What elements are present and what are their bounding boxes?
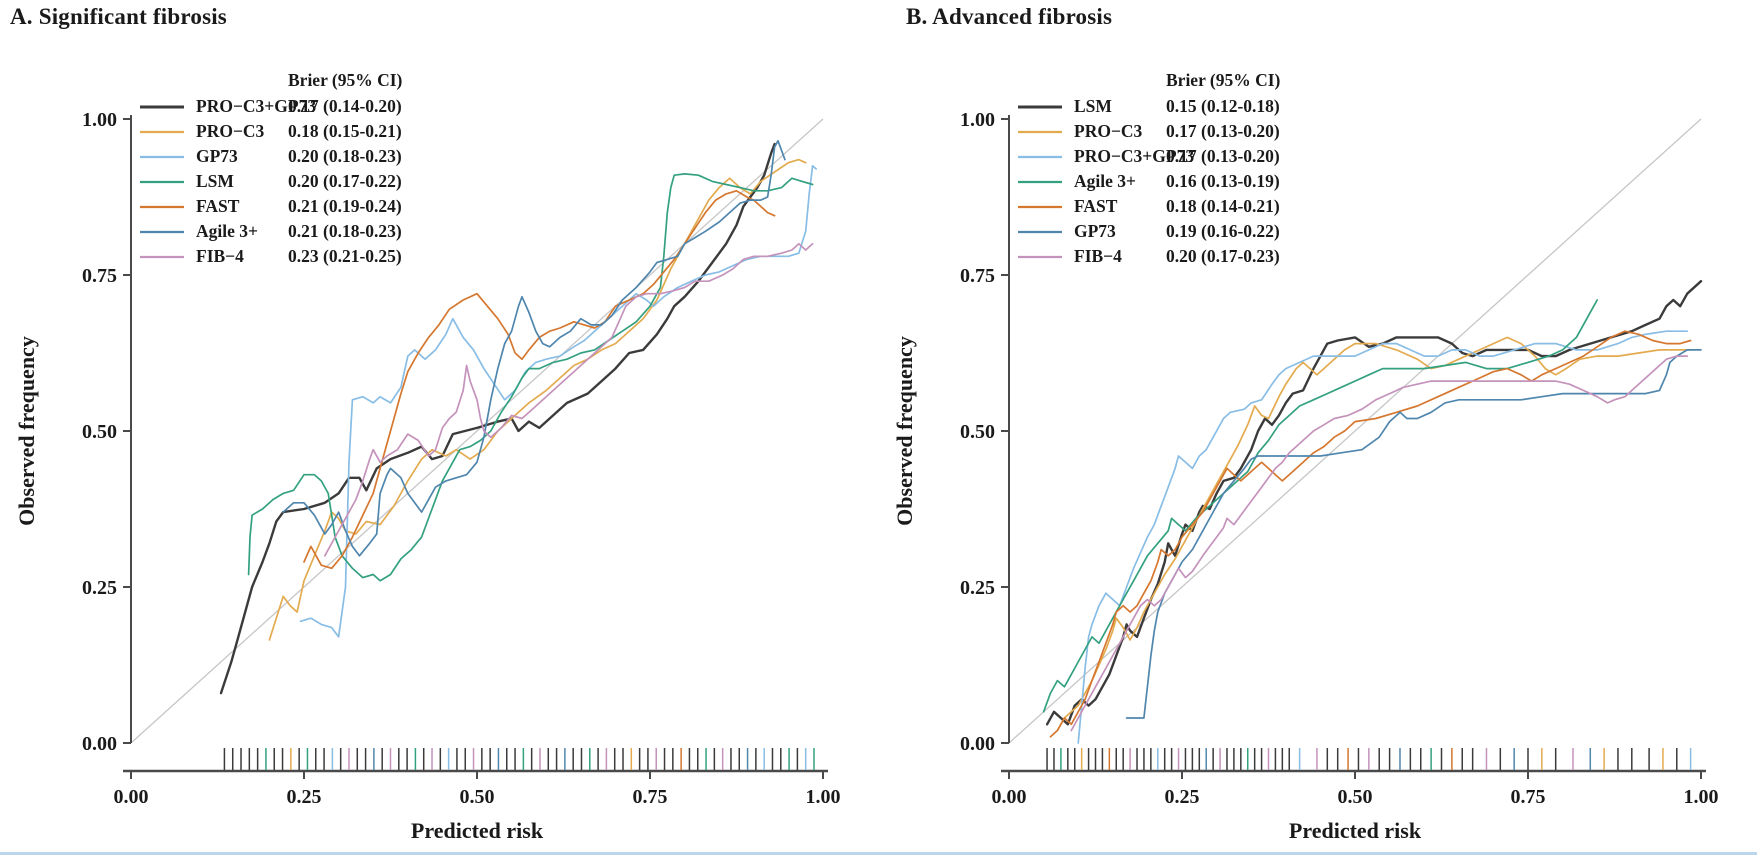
- y-axis-title: Observed frequency: [14, 336, 39, 526]
- legend-series-label: FAST: [196, 196, 240, 216]
- legend-brier-header: Brier (95% CI): [288, 70, 403, 90]
- legend-brier-value: 0.20 (0.17-0.22): [288, 171, 402, 191]
- legend-brier-value: 0.18 (0.15-0.21): [288, 121, 402, 141]
- x-tick-label: 0.50: [460, 786, 495, 808]
- legend-brier-value: 0.20 (0.17-0.23): [1166, 246, 1280, 266]
- x-tick-label: 0.00: [114, 786, 149, 808]
- calibration-curve-fast: [303, 189, 776, 570]
- legend-brier-value: 0.15 (0.12-0.18): [1166, 96, 1280, 116]
- legend-series-label: PRO−C3: [1074, 121, 1143, 141]
- y-tick-label: 0.00: [82, 733, 117, 755]
- y-tick-label: 0.75: [82, 265, 117, 287]
- rug-marks: [223, 748, 815, 770]
- legend-brier-value: 0.19 (0.16-0.22): [1166, 221, 1280, 241]
- legend-series-label: LSM: [196, 171, 234, 191]
- x-tick-label: 0.25: [1165, 786, 1200, 808]
- x-tick-label: 0.75: [633, 786, 668, 808]
- legend-series-label: FAST: [1074, 196, 1118, 216]
- calibration-plot-advanced-fibrosis: 1.00 0.75 0.50 0.25 0.00 0.00 0.25 0.50 0.75 1.00…: [892, 70, 1719, 843]
- legend-series-label: FIB−4: [1074, 246, 1122, 266]
- video-progress-artifact-line: [0, 852, 1757, 855]
- calibration-curve-gp73: [1125, 349, 1702, 719]
- calibration-curve-fib-4: [1070, 355, 1689, 732]
- x-tick-label: 0.00: [992, 786, 1027, 808]
- legend-brier-value: 0.17 (0.13-0.20): [1166, 146, 1280, 166]
- calibration-curve-lsm: [247, 173, 814, 582]
- x-tick-label: 0.75: [1511, 786, 1546, 808]
- calibration-curve-fast: [1049, 330, 1692, 738]
- calibration-plot-significant-fibrosis: 1.00 0.75 0.50 0.25 0.00 0.00 0.25 0.50 0.75 1.00…: [14, 70, 841, 843]
- legend-brier-value: 0.21 (0.19-0.24): [288, 196, 402, 216]
- y-tick-label: 0.25: [82, 577, 117, 599]
- legend-series-label: Agile 3+: [1074, 171, 1136, 191]
- legend-brier-value: 0.17 (0.13-0.20): [1166, 121, 1280, 141]
- x-axis-title: Predicted risk: [1289, 818, 1422, 843]
- diagonal-reference-line: [130, 118, 824, 744]
- panel-a-title: A. Significant fibrosis: [10, 4, 227, 29]
- diagonal-reference-line: [1008, 118, 1702, 744]
- legend-brier-value: 0.20 (0.18-0.23): [288, 146, 402, 166]
- legend-series-label: GP73: [196, 146, 238, 166]
- y-tick-label: 0.50: [82, 421, 117, 443]
- calibration-curve-agile-3+: [282, 139, 786, 557]
- rug-marks: [1046, 748, 1692, 770]
- calibration-curve-pro-c3+gp73: [1077, 330, 1689, 744]
- y-tick-label: 0.50: [960, 421, 995, 443]
- calibration-curve-fib-4: [323, 242, 814, 557]
- legend-series-label: PRO−C3+GP73: [1074, 146, 1194, 166]
- y-tick-label: 0.00: [960, 733, 995, 755]
- x-tick-label: 1.00: [806, 786, 841, 808]
- legend-series-label: Agile 3+: [196, 221, 258, 241]
- x-tick-label: 1.00: [1684, 786, 1719, 808]
- legend-brier-value: 0.18 (0.14-0.21): [1166, 196, 1280, 216]
- panel-significant-fibrosis: A. Significant fibrosis 1.00 0.75 0.50 0.25…: [0, 0, 878, 852]
- legend-brier-header: Brier (95% CI): [1166, 70, 1281, 90]
- legend-series-label: PRO−C3+GP73: [196, 96, 316, 116]
- y-tick-label: 0.75: [960, 265, 995, 287]
- panel-advanced-fibrosis: B. Advanced fibrosis 1.00 0.75 0.50 0.25 0.0…: [878, 0, 1756, 852]
- legend-series-label: GP73: [1074, 221, 1116, 241]
- legend-brier-value: 0.16 (0.13-0.19): [1166, 171, 1280, 191]
- calibration-curve-agile-3+: [1042, 299, 1599, 713]
- y-tick-label: 0.25: [960, 577, 995, 599]
- x-axis-title: Predicted risk: [411, 818, 544, 843]
- legend-series-label: PRO−C3: [196, 121, 265, 141]
- calibration-curve-lsm: [1045, 280, 1703, 726]
- x-tick-label: 0.25: [287, 786, 322, 808]
- calibration-curve-pro-c3: [1056, 336, 1692, 732]
- legend-brier-value: 0.23 (0.21-0.25): [288, 246, 402, 266]
- legend-series-label: LSM: [1074, 96, 1112, 116]
- panel-b-title: B. Advanced fibrosis: [906, 4, 1113, 29]
- legend-brier-value: 0.21 (0.18-0.23): [288, 221, 402, 241]
- y-tick-label: 1.00: [960, 109, 995, 131]
- y-tick-label: 1.00: [82, 109, 117, 131]
- legend-series-label: FIB−4: [196, 246, 244, 266]
- legend-brier-value: 0.17 (0.14-0.20): [288, 96, 402, 116]
- x-tick-label: 0.50: [1338, 786, 1373, 808]
- y-axis-title: Observed frequency: [892, 336, 917, 526]
